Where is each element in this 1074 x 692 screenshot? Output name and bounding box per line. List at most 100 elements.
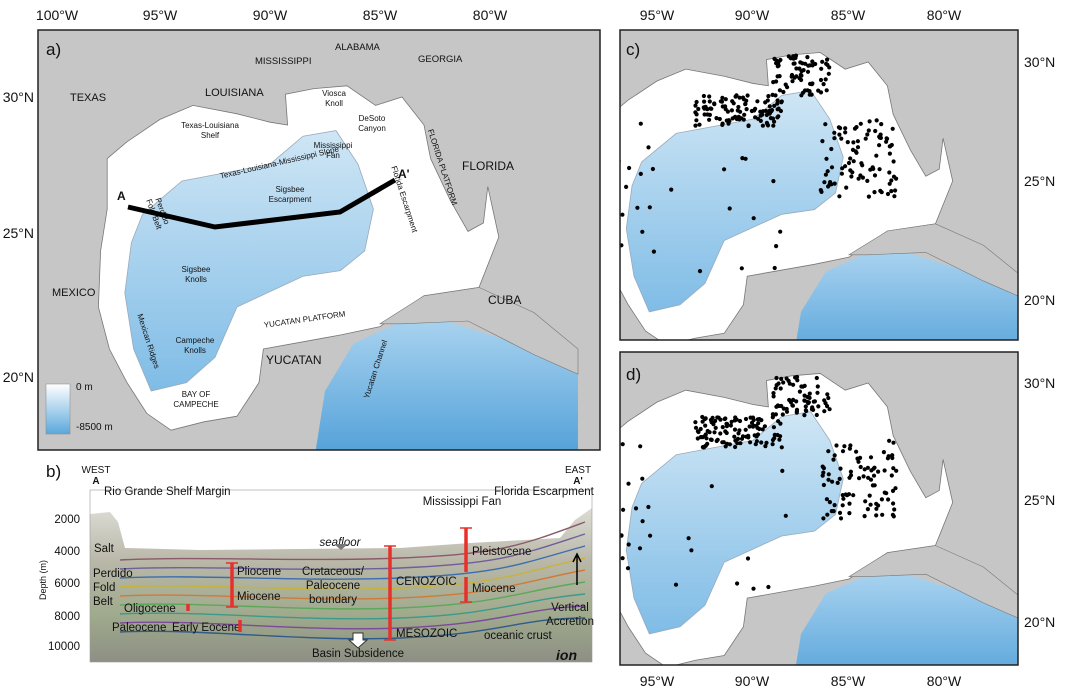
site-dot <box>625 566 631 571</box>
site-dot <box>751 216 756 221</box>
end-label: WEST A <box>82 465 111 487</box>
site-dot <box>638 121 643 126</box>
site-dot <box>784 406 789 412</box>
section-label: CENOZOIC <box>396 576 457 588</box>
site-dot <box>743 416 749 422</box>
site-dot <box>807 89 812 94</box>
site-dot <box>787 381 792 386</box>
site-dot <box>798 72 803 77</box>
site-dot <box>821 482 827 488</box>
site-dot <box>842 444 847 449</box>
site-dot <box>874 501 879 506</box>
site-dot <box>797 389 803 394</box>
site-dot <box>741 117 746 122</box>
bar-caps <box>226 527 472 641</box>
site-dot <box>774 383 779 388</box>
panel-label: b) <box>46 462 61 481</box>
site-dot <box>891 440 896 445</box>
site-dot <box>707 94 712 99</box>
lon-tick: 90°W <box>253 7 288 23</box>
site-dot <box>832 130 837 135</box>
section-label: MESOZOIC <box>396 628 457 640</box>
site-dot <box>874 513 879 518</box>
site-dot <box>840 166 845 171</box>
site-dot <box>802 393 807 398</box>
lat-tick: 30°N <box>1024 54 1055 70</box>
site-dot <box>733 114 738 119</box>
site-dot <box>827 500 833 505</box>
site-dot <box>772 103 777 108</box>
place: LOUISIANA <box>205 87 264 99</box>
site-dot <box>815 390 820 395</box>
site-dot <box>865 465 871 470</box>
site-dot <box>696 106 701 112</box>
site-dot <box>854 449 859 454</box>
deep-basin <box>625 411 844 635</box>
site-dot <box>737 418 743 424</box>
site-dot <box>878 188 883 193</box>
panel-label: a) <box>46 40 61 59</box>
lon-tick: 100°W <box>36 7 79 23</box>
panel-cd-labels: c) 95°W 90°W 85°W 80°W 30°N 25°N 20°N d)… <box>626 7 1055 689</box>
site-dot <box>614 201 618 205</box>
site-dot <box>778 434 783 439</box>
site-dot <box>858 455 863 460</box>
site-dot <box>701 93 707 99</box>
site-dot <box>889 178 894 183</box>
site-dot <box>845 140 850 145</box>
site-dot <box>724 430 729 436</box>
site-dot <box>700 445 706 450</box>
site-dot <box>778 421 783 426</box>
site-dot <box>882 468 887 473</box>
site-dot <box>764 112 769 118</box>
site-dot <box>794 407 800 412</box>
site-dot <box>840 449 846 454</box>
site-dot <box>858 121 863 126</box>
site-dot <box>771 425 777 430</box>
site-dot <box>693 420 698 425</box>
section-label: Vertical Accretion <box>546 602 594 628</box>
section-label: Mississippi Fan <box>423 496 502 508</box>
site-dot <box>821 82 826 87</box>
site-dot <box>673 582 679 587</box>
site-dot <box>807 395 812 400</box>
site-dot <box>826 71 831 76</box>
site-dot <box>747 424 752 429</box>
y-tick: 8000 <box>54 611 80 623</box>
site-dot <box>732 427 738 432</box>
site-dot <box>855 139 861 144</box>
section-end: A' <box>398 167 410 181</box>
site-dot <box>867 493 872 498</box>
site-dot <box>760 123 766 128</box>
place: GEORGIA <box>418 54 463 65</box>
site-dot <box>711 422 716 427</box>
site-dot <box>693 123 698 128</box>
site-dot <box>737 117 742 122</box>
site-dot <box>766 94 771 99</box>
site-dot <box>887 170 892 175</box>
site-dot <box>713 425 718 430</box>
site-dot <box>882 490 887 495</box>
site-dot <box>853 149 858 154</box>
site-dot <box>703 433 708 438</box>
site-dot <box>755 432 761 437</box>
site-dot <box>832 136 837 141</box>
site-dot <box>871 166 876 171</box>
site-dot <box>890 512 896 518</box>
site-dot <box>709 437 714 442</box>
site-dot <box>805 399 810 404</box>
site-dot <box>874 506 879 511</box>
section-label: Basin Subsidence <box>312 648 404 660</box>
y-label: Depth (m) <box>38 560 48 600</box>
site-dot <box>855 145 861 150</box>
site-dot <box>891 174 897 179</box>
site-dot <box>822 398 827 403</box>
site-dot <box>831 457 836 462</box>
site-dot <box>751 417 756 423</box>
site-dot <box>627 165 632 171</box>
site-dot <box>891 501 896 506</box>
site-dot <box>714 116 719 121</box>
site-dot <box>890 488 896 493</box>
site-dot <box>848 156 853 161</box>
